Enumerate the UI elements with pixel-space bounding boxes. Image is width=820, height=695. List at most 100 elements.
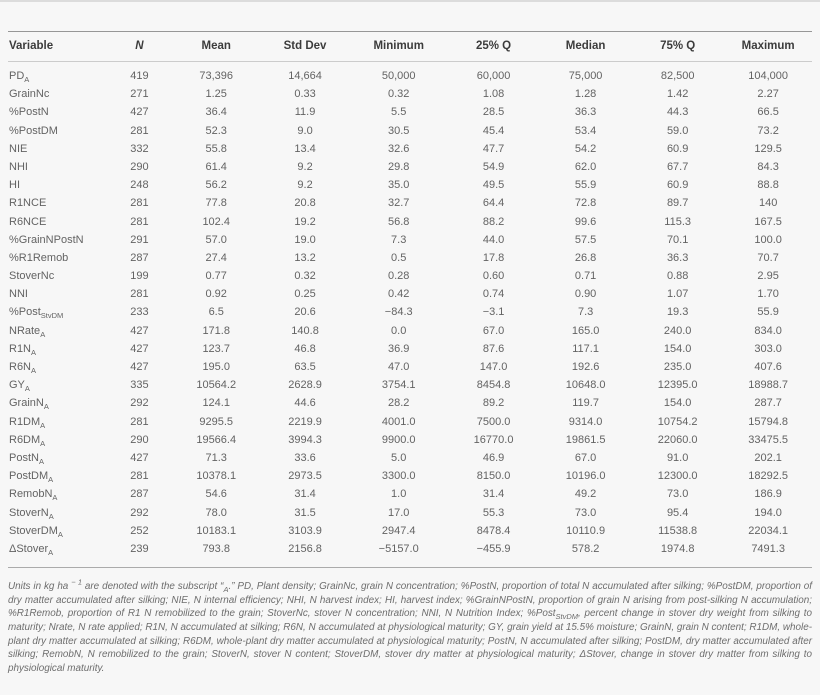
cell-variable: %R1Remob [9, 251, 69, 264]
variable-subscript: A [57, 529, 63, 539]
cell-value: 233 [130, 306, 149, 319]
cell-value: 290 [130, 433, 149, 446]
cell-value: 129.5 [754, 142, 782, 155]
cell-value: 64.4 [482, 197, 505, 210]
cell-value: 427 [130, 106, 149, 119]
cell-value: 10648.0 [565, 379, 606, 392]
cell-variable: RemobNA [9, 488, 58, 503]
cell-variable: NIE [9, 142, 28, 155]
cell-variable: R6NA [9, 361, 37, 376]
cell-value: 75,000 [568, 70, 603, 82]
cell-value: 44.3 [666, 106, 689, 119]
table-row: HI 248 56.2 9.2 35.0 49.5 55.9 60.9 88.8 [8, 177, 812, 195]
cell-variable: GYA [9, 379, 30, 394]
cell-value: 72.8 [574, 197, 597, 210]
cell-value: 154.0 [663, 397, 692, 410]
cell-variable: PostDMA [9, 470, 54, 485]
cell-value: 10378.1 [196, 470, 237, 483]
column-header-n: N [106, 31, 173, 62]
table-row: GrainNA 292 124.1 44.6 28.2 89.2 119.7 154.0 287… [8, 395, 812, 413]
table-row: PostNA 427 71.3 33.6 5.0 46.9 67.0 91.0 202.1 [8, 449, 812, 467]
cell-variable: StoverDMA [9, 524, 63, 539]
cell-value: 427 [130, 361, 149, 373]
cell-value: 5.5 [391, 106, 407, 119]
cell-variable: ΔStoverA [9, 542, 54, 558]
cell-value: 67.0 [482, 324, 505, 337]
cell-value: 303.0 [754, 342, 782, 355]
cell-value: 73.0 [666, 488, 689, 501]
table-row: %GrainNPostN 291 57.0 19.0 7.3 44.0 57.5 70.1 10… [8, 231, 812, 249]
cell-value: 12395.0 [657, 379, 698, 392]
cell-value: 2156.8 [288, 542, 322, 555]
table-row: %PostN 427 36.4 11.9 5.5 28.5 36.3 44.3 66.5 [8, 104, 812, 122]
column-header-25q: 25% Q [446, 31, 541, 62]
cell-value: 235.0 [663, 361, 692, 373]
cell-value: 22034.1 [748, 524, 789, 537]
table-row: R1NCE 281 77.8 20.8 32.7 64.4 72.8 89.7 140 [8, 195, 812, 213]
cell-value: 55.9 [574, 179, 597, 192]
cell-value: 281 [130, 470, 149, 483]
variable-subscript: A [31, 366, 37, 376]
cell-value: 119.7 [572, 397, 599, 410]
cell-value: 335 [130, 379, 149, 392]
cell-value: −3.1 [482, 306, 505, 319]
variable-subscript: A [43, 402, 49, 412]
cell-value: 3754.1 [381, 379, 416, 392]
variable-subscript: A [24, 384, 30, 394]
variable-subscript: A [40, 329, 46, 339]
cell-value: 73.0 [574, 506, 597, 519]
cell-value: 192.6 [571, 361, 600, 373]
cell-value: 61.4 [205, 160, 227, 173]
cell-value: 49.2 [574, 488, 597, 501]
table-row: %R1Remob 287 27.4 13.2 0.5 17.8 26.8 36.3 70.7 [8, 249, 812, 267]
cell-value: 52.3 [205, 124, 227, 137]
cell-value: 147.0 [479, 361, 508, 373]
cell-value: 45.4 [482, 124, 505, 137]
variable-subscript: A [31, 348, 37, 357]
cell-value: 154.0 [663, 342, 692, 355]
cell-value: 60,000 [476, 70, 511, 82]
cell-value: 290 [130, 160, 149, 173]
cell-variable: NHI [9, 160, 28, 173]
cell-value: 332 [130, 142, 149, 155]
cell-value: 54.2 [574, 142, 597, 155]
cell-value: 3103.9 [288, 524, 322, 537]
cell-value: 19566.4 [196, 433, 237, 446]
cell-value: 0.60 [482, 270, 505, 283]
cell-value: 53.4 [574, 124, 597, 137]
cell-value: 88.2 [482, 215, 505, 228]
cell-value: 104,000 [748, 70, 789, 82]
cell-value: 292 [130, 506, 149, 519]
cell-value: 8150.0 [476, 470, 511, 483]
cell-value: 50,000 [381, 70, 416, 82]
header-row: Variable N Mean Std Dev Minimum 25% Q Me… [8, 31, 812, 62]
cell-value: 291 [130, 233, 149, 246]
cell-value: 0.77 [205, 270, 227, 283]
cell-value: 87.6 [482, 342, 505, 355]
cell-value: 140.8 [291, 324, 319, 337]
cell-value: 199 [130, 270, 149, 283]
cell-value: 88.8 [757, 179, 779, 192]
table-row: R6NA 427 195.0 63.5 47.0 147.0 192.6 235.0 407.6 [8, 358, 812, 376]
cell-value: 281 [130, 415, 149, 428]
cell-value: 10754.2 [657, 415, 698, 428]
cell-value: 1.28 [574, 88, 597, 101]
cell-value: 7.3 [391, 233, 407, 246]
cell-value: 123.7 [202, 342, 230, 355]
cell-value: 793.8 [202, 542, 230, 555]
cell-value: 19861.5 [565, 433, 606, 446]
cell-value: 17.0 [387, 506, 410, 519]
cell-value: −455.9 [476, 542, 511, 555]
cell-variable: R6DMA [9, 433, 46, 448]
variable-subscript: A [40, 420, 46, 430]
cell-variable: R1DMA [9, 415, 46, 430]
cell-variable: R1NA [9, 342, 37, 357]
cell-value: 287.7 [754, 397, 782, 410]
cell-value: 9900.0 [381, 433, 416, 446]
cell-variable: StoverNA [9, 506, 54, 521]
cell-value: 31.4 [294, 488, 316, 501]
variable-subscript: A [48, 548, 54, 558]
cell-value: 2.95 [757, 270, 779, 283]
cell-value: 31.5 [294, 506, 316, 519]
cell-value: 19.0 [294, 233, 316, 246]
